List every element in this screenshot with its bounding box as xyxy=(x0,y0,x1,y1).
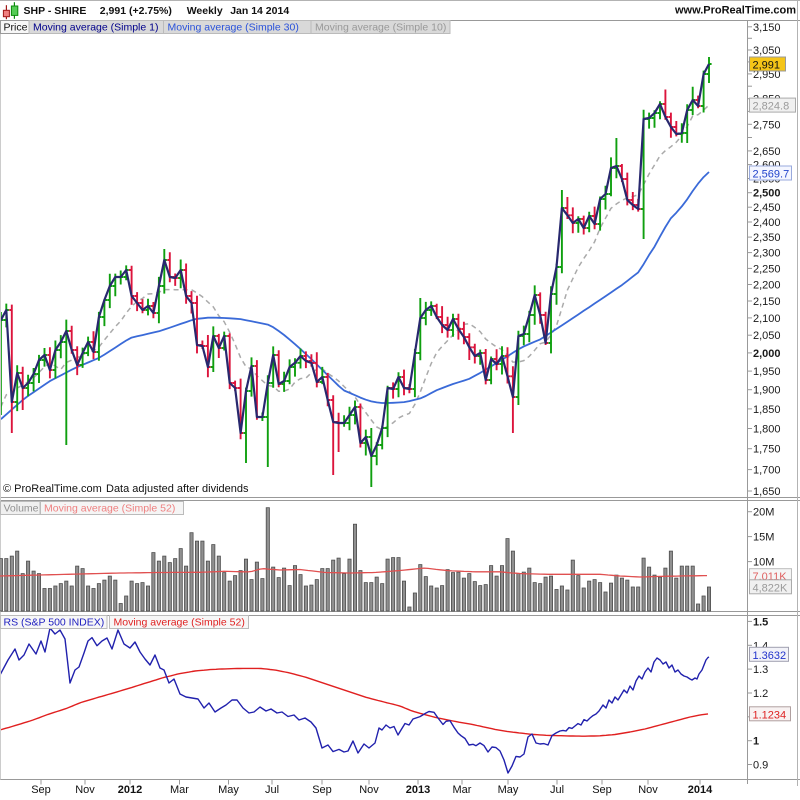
svg-text:2,100: 2,100 xyxy=(753,313,781,325)
svg-text:Nov: Nov xyxy=(638,784,658,796)
svg-text:May: May xyxy=(218,784,239,796)
svg-text:2,991 (+2.75%): 2,991 (+2.75%) xyxy=(100,5,172,17)
svg-text:Moving average (Simple 52): Moving average (Simple 52) xyxy=(114,617,245,629)
svg-text:2,050: 2,050 xyxy=(753,330,781,342)
svg-text:Nov: Nov xyxy=(359,784,379,796)
svg-text:1.3632: 1.3632 xyxy=(753,650,787,662)
svg-text:Mar: Mar xyxy=(453,784,472,796)
svg-text:1,850: 1,850 xyxy=(753,404,781,416)
svg-text:2,300: 2,300 xyxy=(753,248,781,260)
svg-text:© ProRealTime.com: © ProRealTime.com xyxy=(3,483,102,495)
svg-text:1.3: 1.3 xyxy=(753,664,768,676)
svg-text:Sep: Sep xyxy=(312,784,332,796)
svg-text:Data adjusted after dividends: Data adjusted after dividends xyxy=(106,483,249,495)
svg-text:10M: 10M xyxy=(753,557,774,569)
svg-text:4,822K: 4,822K xyxy=(753,582,789,594)
svg-text:Moving average (Simple 10): Moving average (Simple 10) xyxy=(315,22,446,34)
svg-text:2,569.7: 2,569.7 xyxy=(753,169,790,181)
svg-text:2012: 2012 xyxy=(118,784,142,796)
svg-text:2,950: 2,950 xyxy=(753,69,781,81)
svg-text:2,200: 2,200 xyxy=(753,280,781,292)
svg-text:1.5: 1.5 xyxy=(753,616,768,628)
svg-text:1: 1 xyxy=(753,736,759,748)
svg-text:15M: 15M xyxy=(753,532,774,544)
svg-text:1,750: 1,750 xyxy=(753,444,781,456)
svg-text:1,950: 1,950 xyxy=(753,366,781,378)
svg-text:www.ProRealTime.com: www.ProRealTime.com xyxy=(674,5,796,17)
svg-text:RS (S&P 500 INDEX): RS (S&P 500 INDEX) xyxy=(4,617,105,629)
svg-text:3,050: 3,050 xyxy=(753,45,781,57)
svg-text:2,350: 2,350 xyxy=(753,232,781,244)
svg-text:2,150: 2,150 xyxy=(753,296,781,308)
svg-text:1,700: 1,700 xyxy=(753,465,781,477)
svg-text:Moving average (Simple 1): Moving average (Simple 1) xyxy=(33,22,158,34)
svg-text:Price: Price xyxy=(4,22,28,34)
svg-text:Moving average (Simple 52): Moving average (Simple 52) xyxy=(44,503,175,515)
svg-text:2,000: 2,000 xyxy=(753,348,781,360)
svg-text:Moving average (Simple 30): Moving average (Simple 30) xyxy=(168,22,299,34)
svg-text:1.1234: 1.1234 xyxy=(753,709,787,721)
svg-text:1,900: 1,900 xyxy=(753,385,781,397)
svg-text:2013: 2013 xyxy=(406,784,430,796)
svg-text:3,150: 3,150 xyxy=(753,22,781,34)
svg-text:SHP - SHIRE: SHP - SHIRE xyxy=(24,5,87,17)
svg-text:Sep: Sep xyxy=(592,784,612,796)
svg-text:Weekly: Weekly xyxy=(187,5,223,17)
svg-text:Sep: Sep xyxy=(31,784,51,796)
svg-text:2,450: 2,450 xyxy=(753,202,781,214)
svg-text:2,824.8: 2,824.8 xyxy=(753,101,790,113)
svg-text:2,400: 2,400 xyxy=(753,217,781,229)
svg-text:2,650: 2,650 xyxy=(753,146,781,158)
svg-text:Nov: Nov xyxy=(75,784,95,796)
svg-text:0.9: 0.9 xyxy=(753,760,768,772)
svg-text:Mar: Mar xyxy=(170,784,189,796)
svg-text:May: May xyxy=(498,784,519,796)
svg-text:2,500: 2,500 xyxy=(753,188,781,200)
svg-text:1,650: 1,650 xyxy=(753,486,781,498)
svg-text:2,750: 2,750 xyxy=(753,119,781,131)
svg-text:2,250: 2,250 xyxy=(753,263,781,275)
svg-text:2014: 2014 xyxy=(688,784,713,796)
svg-text:Jan 14 2014: Jan 14 2014 xyxy=(230,5,289,17)
svg-text:1.2: 1.2 xyxy=(753,688,768,700)
svg-text:2,991: 2,991 xyxy=(753,60,781,72)
svg-text:Jul: Jul xyxy=(265,784,279,796)
svg-text:Jul: Jul xyxy=(550,784,564,796)
svg-text:20M: 20M xyxy=(753,507,774,519)
svg-text:Volume: Volume xyxy=(4,503,39,515)
svg-text:1,800: 1,800 xyxy=(753,424,781,436)
